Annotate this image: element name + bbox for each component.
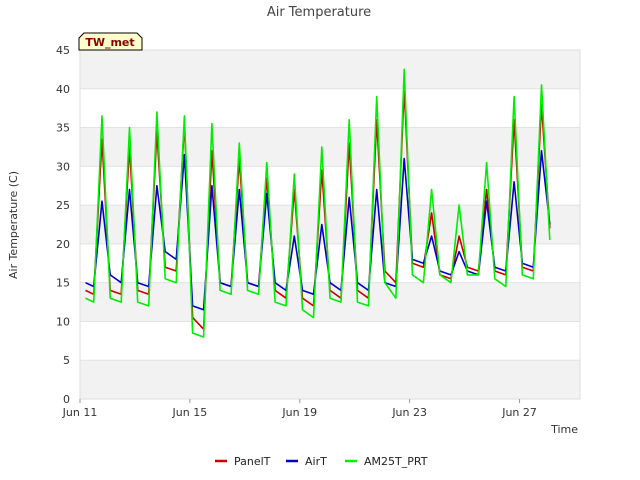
y-tick-label: 5: [63, 354, 70, 367]
legend-label: AM25T_PRT: [364, 455, 428, 468]
series-line-airt: [85, 150, 551, 311]
x-tick-label: Jun 11: [62, 406, 98, 419]
series-lines: [85, 68, 551, 338]
y-tick-label: 25: [56, 199, 70, 212]
y-tick-label: 0: [63, 393, 70, 406]
y-axis-ticks: 0 5 10 15 20 25 30 35 40 45: [56, 44, 70, 406]
x-tick-label: Jun 19: [281, 406, 317, 419]
plot-background-bands: [80, 50, 580, 399]
y-tick-label: 35: [56, 122, 70, 135]
station-badge: TW_met: [78, 32, 143, 51]
background-band: [80, 50, 580, 89]
y-tick-label: 20: [56, 238, 70, 251]
legend-label: AirT: [305, 455, 327, 468]
badge-label: TW_met: [85, 36, 134, 49]
y-tick-label: 30: [56, 160, 70, 173]
x-axis-label: Time: [550, 423, 578, 436]
background-band: [80, 127, 580, 167]
x-tick-label: Jun 15: [172, 406, 208, 419]
y-axis-label: Air Temperature (C): [7, 171, 20, 279]
background-band: [80, 360, 580, 399]
y-tick-label: 40: [56, 83, 70, 96]
badge-shape: [78, 32, 143, 51]
x-axis-ticks: Jun 11 Jun 15 Jun 19 Jun 23 Jun 27: [62, 399, 537, 419]
plot-area-border: [79, 49, 581, 400]
series-line-am25t-prt: [85, 68, 551, 338]
y-tick-label: 45: [56, 44, 70, 57]
legend: PanelT AirT AM25T_PRT: [215, 455, 428, 468]
x-tick-label: Jun 23: [391, 406, 427, 419]
legend-label: PanelT: [234, 455, 271, 468]
chart-title: Air Temperature: [267, 5, 371, 20]
x-tick-label: Jun 27: [501, 406, 537, 419]
y-tick-label: 15: [56, 277, 70, 290]
y-tick-label: 10: [56, 315, 70, 328]
